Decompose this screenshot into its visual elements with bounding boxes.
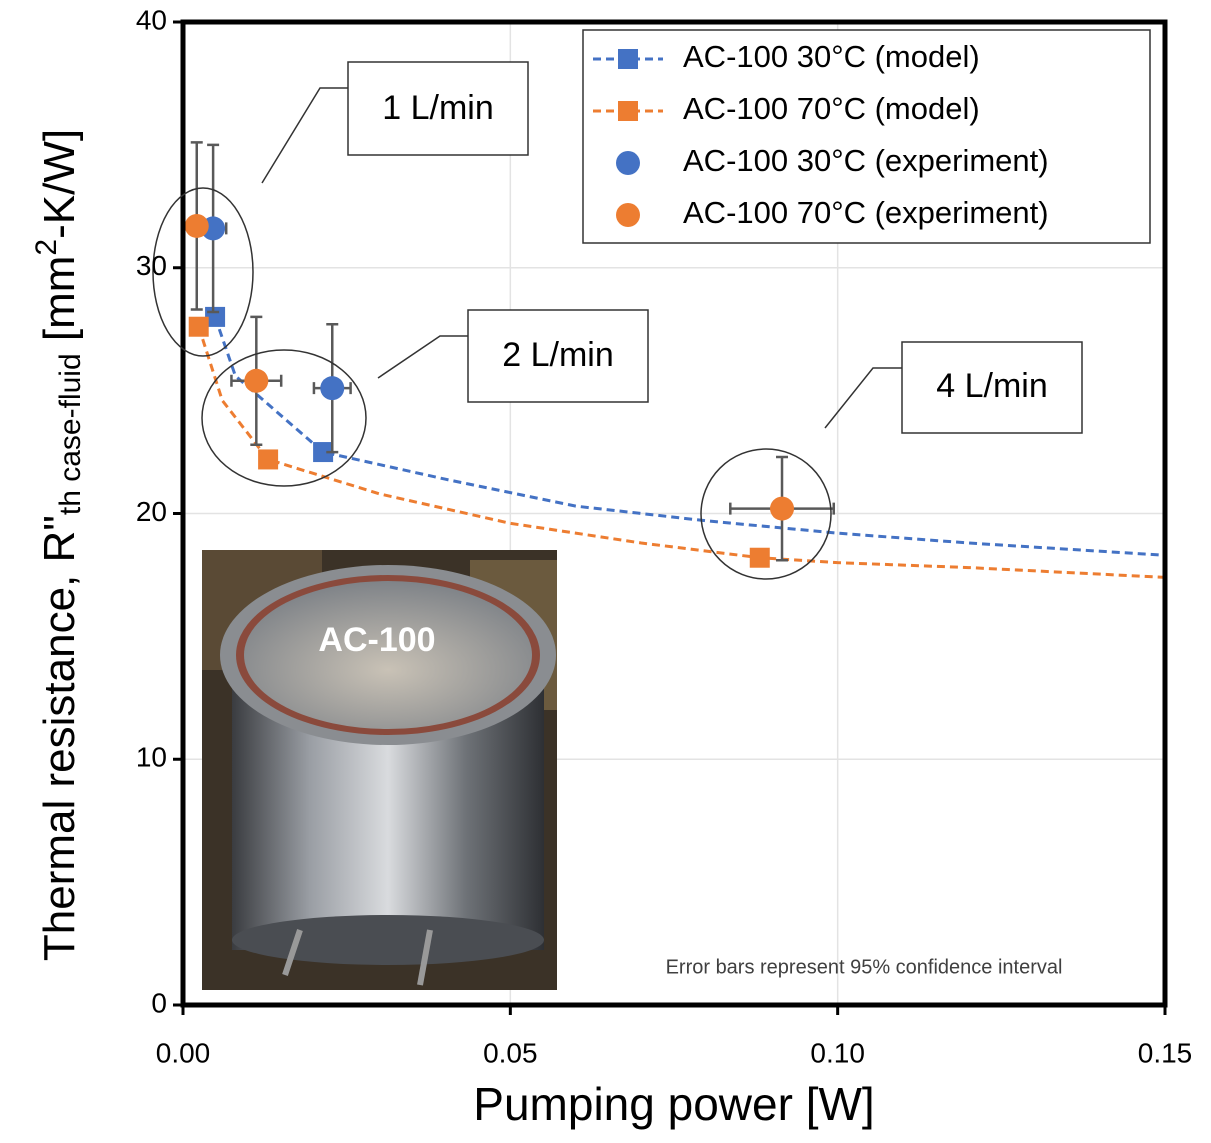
legend-label: AC-100 30°C (model) [683, 39, 980, 74]
y-tick-label: 20 [136, 496, 167, 527]
y-label-subscript: th case-fluid [54, 353, 87, 515]
y-label-unit-end: -K/W] [35, 129, 84, 239]
legend-label: AC-100 70°C (model) [683, 91, 980, 126]
y-label-unit: [mm [35, 256, 84, 354]
y-label-superscript: 2 [30, 239, 63, 256]
x-tick-label: 0.05 [483, 1037, 538, 1068]
legend-marker [618, 101, 638, 121]
legend-marker [616, 203, 640, 227]
inset-photo: AC-100 [202, 550, 557, 990]
y-tick-label: 0 [151, 987, 167, 1018]
model-marker [258, 449, 279, 470]
legend-marker [616, 151, 640, 175]
annotation: 1 L/min [382, 89, 494, 127]
y-tick-label: 10 [136, 742, 167, 773]
legend-box [582, 29, 1151, 244]
experiment-point [770, 496, 795, 521]
x-tick-label: 0.10 [810, 1037, 865, 1068]
x-axis-label: Pumping power [W] [473, 1078, 874, 1130]
inset-label: AC-100 [318, 621, 435, 659]
annotation-shapes [152, 61, 1083, 580]
note: Error bars represent 95% confidence inte… [666, 956, 1063, 978]
y-tick-label: 40 [136, 4, 167, 35]
y-axis-label: Thermal resistance, R"th case-fluid [mm2… [30, 129, 87, 961]
x-tick-label: 0.00 [156, 1037, 211, 1068]
model-curve [197, 326, 1166, 579]
y-label-main: Thermal resistance, R" [35, 515, 84, 961]
legend-marker [618, 49, 638, 69]
experiment-point [244, 368, 269, 393]
annotation: 4 L/min [936, 367, 1048, 405]
y-tick-label: 30 [136, 250, 167, 281]
legend-label: AC-100 70°C (experiment) [683, 195, 1049, 230]
model-marker [313, 442, 334, 463]
error-bars [230, 315, 283, 446]
annotation: 2 L/min [502, 336, 614, 374]
x-tick-label: 0.15 [1138, 1037, 1193, 1068]
model-marker [188, 316, 209, 337]
experiment-point [184, 213, 209, 238]
legend-label: AC-100 30°C (experiment) [683, 143, 1049, 178]
model-marker [749, 547, 770, 568]
experiment-point [320, 376, 345, 401]
model-curve [213, 316, 1166, 557]
